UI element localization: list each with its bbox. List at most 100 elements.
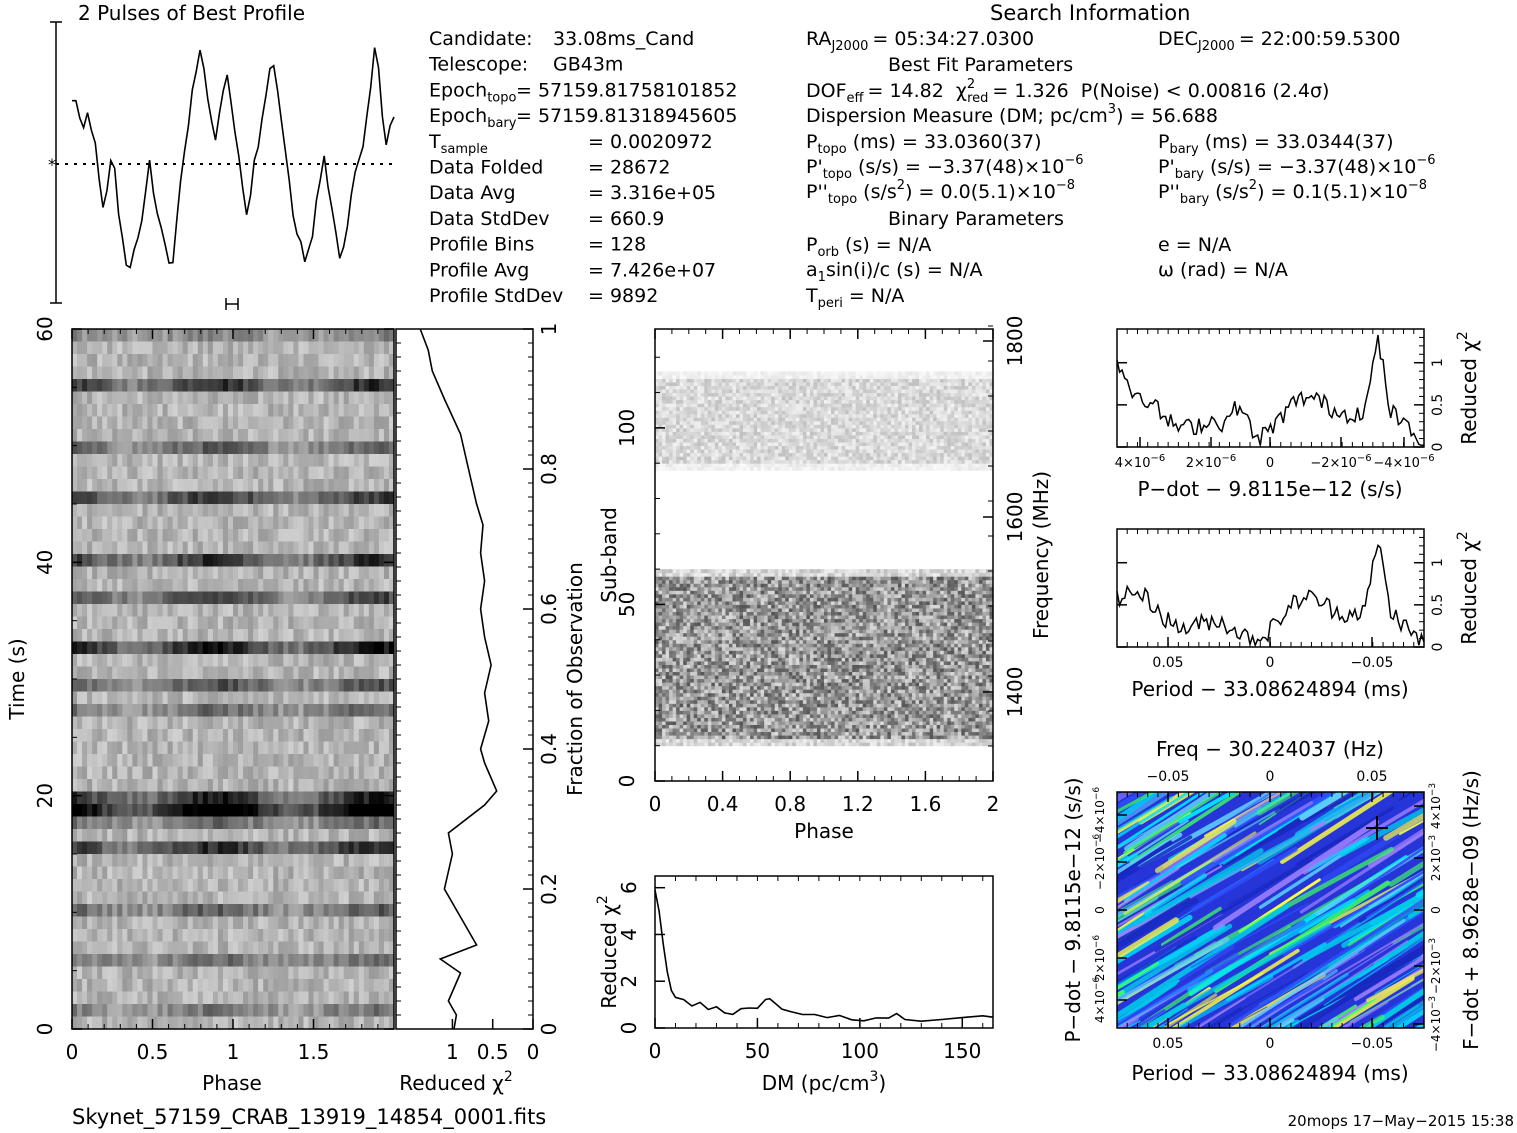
time-phase-cell [373, 791, 380, 805]
subband-cell [838, 703, 843, 708]
time-phase-cell [77, 779, 83, 793]
time-phase-cell [253, 891, 259, 905]
time-phase-cell [358, 716, 365, 730]
time-phase-cell [348, 979, 355, 993]
time-phase-cell [283, 1016, 289, 1029]
time-phase-cell [273, 754, 279, 768]
time-phase-cell [167, 766, 174, 780]
time-phase-cell [177, 879, 184, 893]
subband-cell [890, 713, 895, 718]
subband-cell [866, 717, 871, 722]
subband-cell [890, 731, 895, 736]
time-phase-cell [137, 754, 144, 768]
time-phase-cell [97, 504, 103, 518]
subband-cell [954, 696, 959, 701]
time-phase-cell [308, 341, 315, 355]
time-phase-cell [343, 441, 350, 455]
time-phase-cell [162, 479, 169, 493]
subband-cell [662, 724, 667, 729]
time-phase-cell [72, 591, 78, 605]
subband-cell [767, 713, 772, 718]
time-phase-cell [227, 616, 234, 630]
time-phase-cell [132, 866, 139, 880]
time-phase-cell [378, 954, 385, 968]
time-phase-cell [207, 1004, 214, 1018]
time-phase-cell [368, 529, 375, 543]
subband-cell [753, 699, 758, 704]
time-phase-cell [338, 904, 345, 918]
time-phase-cell [137, 891, 144, 905]
time-phase-cell [303, 516, 310, 530]
time-phase-cell [152, 1016, 159, 1029]
subband-cell [718, 713, 723, 718]
time-phase-cell [217, 354, 224, 368]
subband-cell [897, 720, 902, 725]
time-phase-cell [122, 366, 128, 380]
time-phase-ytick: 20 [33, 783, 57, 808]
time-phase-cell [72, 604, 78, 618]
subband-cell [950, 738, 955, 743]
time-phase-cell [273, 529, 279, 543]
time-phase-cell [147, 791, 154, 805]
time-phase-cell [197, 991, 204, 1005]
time-phase-cell [107, 604, 113, 618]
time-phase-cell [202, 454, 209, 468]
time-phase-cell [388, 866, 394, 880]
time-phase-cell [243, 991, 249, 1005]
subband-cell [820, 731, 825, 736]
subband-cell [679, 731, 684, 736]
time-phase-cell [268, 754, 274, 768]
time-phase-cell [172, 854, 179, 868]
time-phase-cell [187, 954, 194, 968]
time-phase-cell [212, 929, 219, 943]
time-phase-cell [323, 416, 330, 430]
subband-cell [683, 738, 688, 743]
time-phase-cell [132, 441, 139, 455]
time-phase-cell [343, 604, 350, 618]
subband-cell [873, 731, 878, 736]
time-phase-cell [137, 679, 144, 693]
subband-cell [718, 710, 723, 715]
time-phase-cell [298, 766, 305, 780]
time-phase-cell [388, 904, 394, 918]
time-phase-cell [363, 629, 370, 643]
time-phase-cell [253, 341, 259, 355]
subband-cell [721, 717, 726, 722]
time-phase-cell [187, 541, 194, 555]
time-phase-cell [107, 641, 113, 655]
subband-cell [743, 735, 748, 740]
subband-cell [890, 699, 895, 704]
time-phase-cell [383, 904, 390, 918]
time-phase-cell [348, 866, 355, 880]
time-phase-cell [278, 741, 284, 755]
time-phase-cell [328, 441, 335, 455]
time-phase-cell [348, 491, 355, 505]
time-phase-cell [328, 804, 335, 818]
time-phase-cell [368, 391, 375, 405]
time-phase-cell [343, 416, 350, 430]
subband-cell [852, 713, 857, 718]
cand-info-label: Profile Avg [429, 259, 529, 281]
time-phase-cell [177, 379, 184, 393]
subband-cell [750, 706, 755, 711]
time-phase-cell [92, 554, 98, 568]
time-phase-cell [227, 966, 234, 980]
subband-cell [781, 738, 786, 743]
time-phase-cell [308, 804, 315, 818]
time-phase-cell [172, 816, 179, 830]
time-phase-cell [187, 566, 194, 580]
time-phase-cell [182, 916, 189, 930]
time-phase-cell [137, 929, 144, 943]
time-phase-cell [318, 929, 325, 943]
subband-cell [778, 717, 783, 722]
subband-cell [792, 735, 797, 740]
fraction-ytick: 0.2 [537, 873, 561, 905]
time-phase-cell [112, 616, 118, 630]
time-phase-cell [283, 404, 289, 418]
time-phase-cell [288, 841, 294, 855]
subband-cell [975, 742, 980, 747]
time-phase-cell [152, 566, 159, 580]
time-phase-cell [258, 941, 264, 955]
